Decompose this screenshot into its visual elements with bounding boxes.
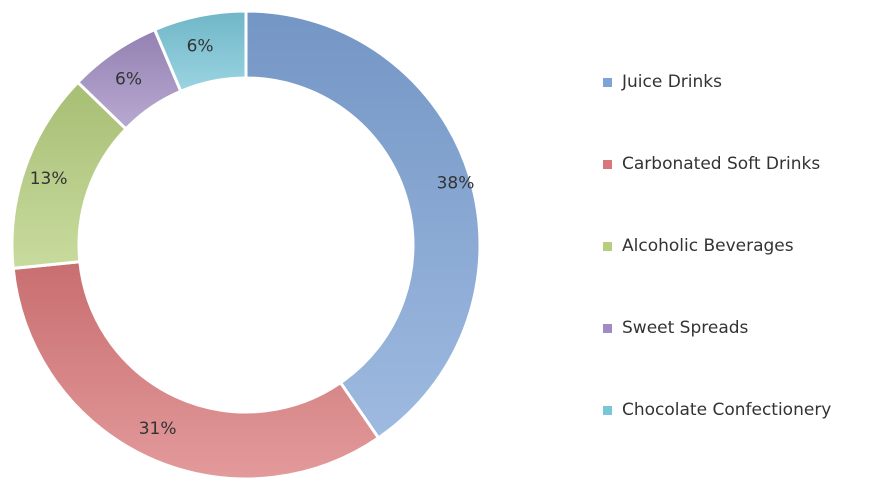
legend-label-chocolate-confectionery: Chocolate Confectionery — [622, 400, 832, 420]
donut-slices — [10, 9, 482, 481]
legend-swatch-sweet-spreads — [603, 323, 612, 333]
legend-label-juice-drinks: Juice Drinks — [622, 72, 722, 92]
legend-item-carbonated-soft-drinks: Carbonated Soft Drinks — [603, 144, 831, 184]
legend-item-chocolate-confectionery: Chocolate Confectionery — [603, 390, 831, 430]
chart-legend: Juice Drinks Carbonated Soft Drinks Alcoho… — [603, 62, 831, 472]
donut-labels: 38% 31% 13% 6% 6% — [30, 37, 475, 439]
slice-label-sweet-spreads: 6% — [115, 70, 142, 90]
slice-juice-drinks — [244, 9, 482, 441]
legend-item-alcoholic-beverages: Alcoholic Beverages — [603, 226, 831, 266]
slice-label-juice-drinks: 38% — [437, 174, 475, 194]
slice-carbonated-soft-drinks — [11, 260, 381, 481]
slice-label-alcoholic-beverages: 13% — [30, 169, 68, 189]
legend-swatch-alcoholic-beverages — [603, 241, 612, 251]
legend-label-alcoholic-beverages: Alcoholic Beverages — [622, 236, 794, 256]
slice-label-chocolate-confectionery: 6% — [187, 37, 214, 57]
legend-swatch-juice-drinks — [603, 77, 612, 87]
legend-swatch-chocolate-confectionery — [603, 405, 612, 415]
slice-label-carbonated-soft-drinks: 31% — [139, 419, 177, 439]
legend-label-carbonated-soft-drinks: Carbonated Soft Drinks — [622, 154, 821, 174]
legend-swatch-carbonated-soft-drinks — [603, 159, 612, 169]
legend-item-sweet-spreads: Sweet Spreads — [603, 308, 831, 348]
slice-chocolate-confectionery — [152, 9, 248, 94]
legend-item-juice-drinks: Juice Drinks — [603, 62, 831, 102]
legend-label-sweet-spreads: Sweet Spreads — [622, 318, 749, 338]
